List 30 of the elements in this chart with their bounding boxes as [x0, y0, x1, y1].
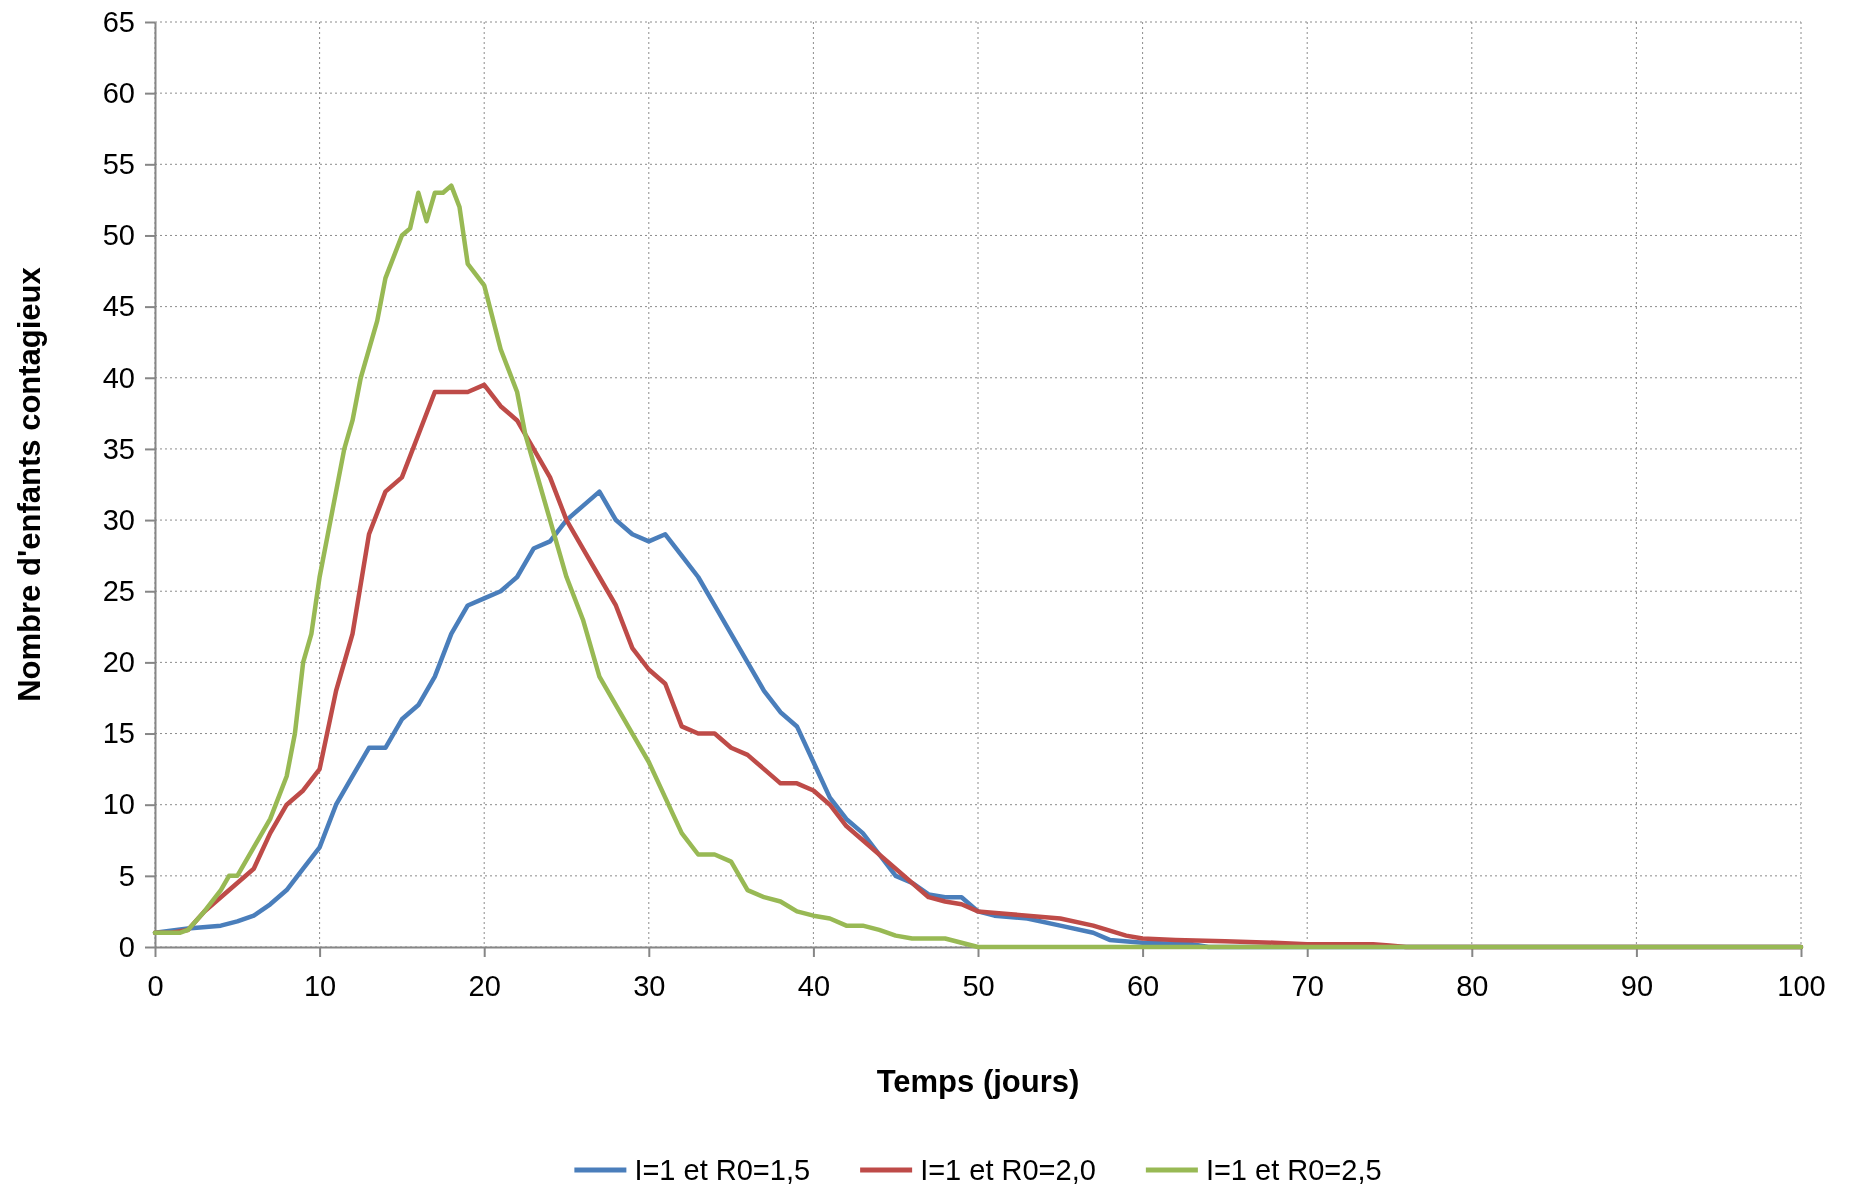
x-tick-label: 10 [303, 969, 337, 1002]
y-tick-label: 35 [102, 432, 135, 465]
y-tick-label: 65 [102, 5, 135, 38]
y-axis-title: Nombre d'enfants contagieux [12, 266, 47, 702]
x-tick-label: 0 [147, 969, 164, 1002]
y-tick-label: 25 [102, 575, 135, 608]
x-tick-label: 80 [1456, 969, 1489, 1002]
x-tick-label: 30 [633, 969, 666, 1002]
legend-label: I=1 et R0=1,5 [634, 1154, 811, 1186]
x-tick-label: 100 [1777, 969, 1826, 1002]
y-tick-label: 40 [102, 361, 135, 394]
x-tick-label: 50 [962, 969, 995, 1002]
y-tick-label: 45 [102, 290, 135, 323]
x-tick-label: 40 [797, 969, 831, 1002]
legend-label: I=1 et R0=2,5 [1205, 1154, 1382, 1186]
x-tick-label: 20 [468, 969, 501, 1002]
legend-label: I=1 et R0=2,0 [920, 1154, 1096, 1186]
y-tick-label: 50 [102, 219, 135, 252]
x-axis-title: Temps (jours) [876, 1064, 1080, 1099]
y-tick-label: 30 [102, 503, 135, 536]
x-tick-label: 60 [1126, 969, 1160, 1002]
y-tick-label: 5 [118, 859, 135, 892]
y-tick-label: 0 [118, 930, 135, 963]
y-tick-label: 55 [102, 148, 135, 181]
y-tick-label: 10 [102, 788, 135, 821]
y-tick-label: 60 [102, 76, 135, 109]
y-tick-label: 15 [102, 717, 135, 750]
x-tick-label: 90 [1620, 969, 1654, 1002]
y-tick-label: 20 [102, 646, 135, 679]
x-tick-label: 70 [1291, 969, 1324, 1002]
